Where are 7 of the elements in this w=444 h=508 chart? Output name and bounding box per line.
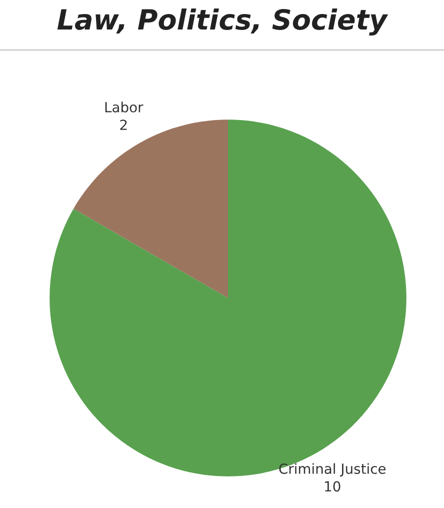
data-label: 2 (120, 120, 127, 130)
slice-label: Labor (105, 102, 144, 112)
pie-slice (74, 120, 228, 298)
pie-slice (50, 120, 406, 476)
data-label: 10 (325, 481, 340, 492)
slice-label: Criminal Justice (279, 463, 386, 477)
chart-title: Law, Politics, Society (57, 8, 388, 36)
